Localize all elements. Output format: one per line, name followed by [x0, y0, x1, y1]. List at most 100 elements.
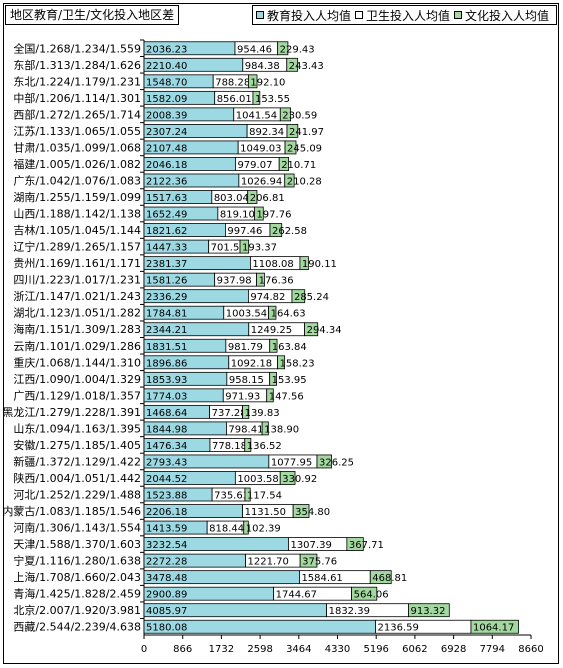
- data-label: 1517.63: [146, 193, 187, 204]
- data-label: 2008.39: [146, 110, 187, 121]
- category-label: 黑龙江/1.279/1.228/1.391: [2, 406, 141, 419]
- data-label: 819.10: [220, 210, 255, 221]
- data-label: 1476.34: [146, 441, 187, 452]
- data-label: 1831.51: [146, 342, 187, 353]
- data-label: 1064.17: [473, 623, 514, 634]
- data-label: 1896.86: [146, 358, 187, 369]
- data-label: 163.84: [272, 342, 307, 353]
- x-tick-label: 3464: [286, 644, 311, 655]
- bar-segment: [351, 586, 378, 601]
- data-label: 971.93: [225, 391, 260, 402]
- data-label: 262.58: [272, 226, 307, 237]
- data-label: 1447.33: [146, 243, 187, 254]
- category-label: 上海/1.708/1.660/2.043: [13, 570, 141, 584]
- data-label: 1853.93: [146, 375, 187, 386]
- category-label: 江苏/1.133/1.065/1.055: [13, 125, 141, 138]
- data-label: 2206.18: [146, 507, 187, 518]
- data-label: 798.41: [228, 424, 263, 435]
- data-label: 1584.61: [301, 573, 342, 584]
- data-label: 2107.48: [146, 143, 187, 154]
- legend-label-education: 教育投入人均值: [266, 8, 351, 23]
- bar-segment: [277, 41, 289, 56]
- data-label: 1468.64: [146, 408, 187, 419]
- data-label: 2344.21: [146, 325, 187, 336]
- category-label: 湖北/1.123/1.051/1.282: [13, 307, 141, 320]
- data-label: 245.09: [287, 143, 322, 154]
- data-label: 778.18: [212, 441, 247, 452]
- data-label: 1026.94: [241, 176, 282, 187]
- legend-swatch-health: [354, 11, 363, 19]
- category-label: 辽宁/1.289/1.265/1.157: [13, 240, 141, 254]
- data-label: 1131.50: [245, 507, 286, 518]
- legend-item-health: 卫生投入人均值: [354, 7, 450, 24]
- data-label: 1832.39: [329, 606, 370, 617]
- data-label: 153.55: [255, 94, 290, 105]
- data-label: 1744.67: [276, 590, 317, 601]
- category-label: 河北/1.252/1.229/1.488: [13, 489, 141, 502]
- x-tick-label: 7794: [480, 644, 505, 655]
- data-label: 2307.24: [146, 127, 187, 138]
- data-label: 2122.36: [146, 176, 187, 187]
- x-tick-label: 5196: [363, 644, 388, 655]
- bar-segment: [278, 157, 290, 171]
- data-label: 2381.37: [146, 259, 187, 270]
- legend-label-culture: 文化投入人均值: [464, 8, 549, 23]
- bar-segment: [248, 74, 258, 89]
- bar-segment: [256, 272, 265, 287]
- data-label: 285.24: [294, 292, 329, 303]
- category-label: 全国/1.268/1.234/1.559: [13, 41, 141, 55]
- data-label: 1003.54: [226, 309, 267, 320]
- data-label: 564.06: [354, 590, 389, 601]
- data-label: 243.43: [289, 61, 324, 72]
- category-label: 西藏/2.544/2.239/4.638: [13, 621, 141, 634]
- data-label: 1548.70: [146, 77, 187, 88]
- data-label: 193.37: [242, 243, 277, 254]
- bar-segment: [304, 322, 319, 337]
- data-label: 468.81: [372, 573, 407, 584]
- data-label: 979.07: [237, 160, 272, 171]
- data-label: 1581.26: [146, 276, 187, 287]
- data-label: 937.98: [217, 276, 252, 287]
- bar-segment: [277, 355, 286, 370]
- data-label: 803.04: [214, 193, 249, 204]
- x-tick-label: 1732: [209, 644, 234, 655]
- bar-segment: [244, 487, 251, 502]
- bar-segment: [247, 190, 258, 204]
- data-label: 1844.98: [146, 424, 187, 435]
- bar-segment: [252, 90, 261, 105]
- bar-segment: [279, 471, 296, 485]
- data-label: 147.56: [269, 391, 304, 402]
- data-label: 210.71: [281, 160, 316, 171]
- data-label: 176.36: [259, 276, 294, 287]
- category-label: 宁夏/1.116/1.280/1.638: [13, 554, 141, 568]
- data-label: 1821.62: [146, 226, 187, 237]
- x-tick-label: 866: [173, 644, 192, 655]
- data-label: 2136.59: [377, 623, 418, 634]
- category-label: 吉林/1.105/1.045/1.144: [13, 223, 141, 237]
- data-label: 367.71: [349, 540, 384, 551]
- data-label: 2793.43: [146, 457, 187, 468]
- bar-segment: [286, 57, 299, 72]
- data-label: 1249.25: [251, 325, 292, 336]
- category-label: 甘肃/1.035/1.099/1.068: [13, 141, 141, 154]
- category-label: 重庆/1.068/1.144/1.310: [13, 355, 141, 369]
- data-label: 2036.23: [146, 44, 187, 55]
- data-label: 1774.03: [146, 391, 187, 402]
- data-label: 818.44: [209, 524, 244, 535]
- data-label: 197.76: [256, 210, 291, 221]
- data-label: 375.76: [302, 557, 337, 568]
- x-tick-label: 2598: [247, 644, 272, 655]
- bar-segment: [279, 107, 292, 122]
- data-label: 1077.95: [271, 457, 312, 468]
- bar-segment: [299, 553, 318, 568]
- legend-swatch-culture: [453, 11, 462, 19]
- category-label: 东北/1.224/1.179/1.231: [13, 75, 141, 88]
- bar-segment: [243, 520, 249, 535]
- data-label: 210.28: [287, 176, 322, 187]
- category-label: 内蒙古/1.083/1.185/1.546: [2, 504, 141, 518]
- data-label: 2044.52: [146, 474, 187, 485]
- category-label: 海南/1.151/1.309/1.283: [13, 322, 141, 336]
- x-tick-label: 6928: [441, 644, 466, 655]
- category-label: 中部/1.206/1.114/1.301: [13, 91, 141, 105]
